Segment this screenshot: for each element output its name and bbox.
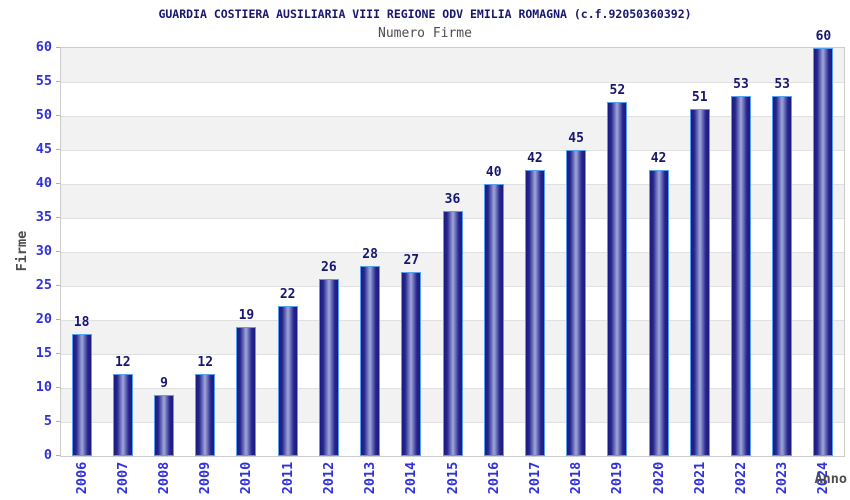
y-tick-mark [56,455,60,456]
y-tick-label: 60 [35,39,52,55]
y-tick-label: 55 [35,73,52,89]
bar [483,184,504,456]
bar-value-label: 27 [403,253,420,269]
bar [360,265,381,456]
gridline [61,82,844,83]
bar-value-label: 19 [238,307,255,323]
bar-value-label: 40 [485,165,502,180]
x-tick-label: 2019 [609,461,626,495]
y-tick-label: 25 [35,277,52,293]
bar-value-label: 52 [609,83,626,99]
y-tick-label: 40 [35,175,52,191]
bar-value-label: 45 [568,131,584,146]
y-tick-label: 35 [35,209,52,225]
chart-title: GUARDIA COSTIERA AUSILIARIA VIII REGIONE… [158,7,692,21]
x-tick-label: 2009 [197,461,214,495]
bar-value-label: 28 [362,246,378,262]
y-tick-mark [56,421,60,422]
bar [318,279,339,456]
bar-value-label: 26 [321,260,337,276]
bar-value-label: 36 [444,192,461,208]
y-tick-mark [56,81,60,82]
y-tick-label: 30 [35,243,52,259]
bar [524,170,545,456]
bar [71,333,92,456]
y-tick-label: 0 [43,447,52,463]
y-tick-label: 45 [35,141,52,157]
y-tick-mark [56,149,60,150]
x-tick-label: 2014 [403,461,420,495]
y-tick-mark [56,319,60,320]
x-tick-label: 2015 [444,461,461,495]
x-axis-title: Anno [814,471,847,487]
bar-value-label: 53 [774,76,790,92]
bar-value-label: 53 [733,76,749,92]
gridline [61,116,844,117]
bar-value-label: 42 [650,151,667,167]
bar [730,95,751,456]
y-tick-mark [56,47,60,48]
bar-value-label: 12 [114,355,131,371]
y-tick-label: 5 [43,413,52,429]
plot-area: 18 12 9 12 19 22 26 28 27 36 40 42 45 52 42 51 53 53 60 [60,29,845,457]
y-tick-label: 15 [35,345,52,361]
y-tick-mark [56,217,60,218]
y-tick-mark [56,183,60,184]
bar-value-label: 51 [691,90,708,106]
y-tick-mark [56,251,60,252]
x-tick-label: 2010 [238,461,255,495]
chart-subtitle: Numero Firme [378,26,472,41]
bar [277,306,298,456]
bar [607,102,628,456]
bar [689,109,710,456]
x-tick-label: 2018 [568,461,585,495]
x-tick-label: 2017 [526,461,543,495]
bar [442,211,463,456]
x-tick-label: 2016 [485,461,502,495]
y-tick-label: 10 [35,379,52,395]
bar [112,374,133,456]
x-tick-label: 2007 [114,461,131,495]
bar-value-label: 42 [527,151,543,167]
x-tick-label: 2013 [362,461,379,495]
y-tick-mark [56,115,60,116]
bar-value-label: 9 [160,375,168,391]
y-tick-mark [56,387,60,388]
bar [648,170,669,456]
x-tick-label: 2022 [732,461,749,495]
y-tick-mark [56,285,60,286]
bar-value-label: 60 [815,29,832,44]
x-tick-label: 2021 [691,461,708,495]
bar [813,48,834,456]
y-tick-label: 20 [35,311,52,327]
x-tick-label: 2023 [774,461,791,495]
bar [195,374,216,456]
y-tick-label: 50 [35,107,52,123]
x-tick-label: 2006 [73,461,90,495]
bar [154,394,175,456]
bar-value-label: 18 [73,314,90,330]
x-tick-label: 2011 [279,461,296,495]
gridline [61,184,844,185]
bar [236,326,257,456]
bar [566,150,587,456]
gridline [61,150,844,151]
x-tick-label: 2020 [650,461,667,495]
bar-value-label: 22 [279,287,296,303]
y-tick-mark [56,353,60,354]
x-tick-label: 2008 [156,461,173,495]
bar-value-label: 12 [197,355,214,371]
bar [772,95,793,456]
bar [401,272,422,456]
x-tick-label: 2012 [320,461,337,495]
